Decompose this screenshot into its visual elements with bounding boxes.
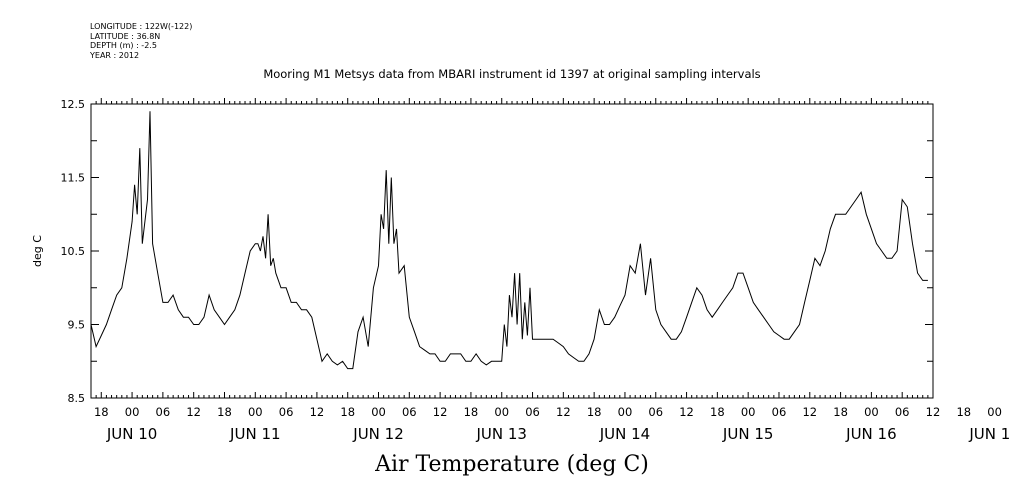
y-tick-label: 9.5	[68, 319, 86, 332]
x-hour-label: 18	[587, 405, 602, 419]
x-day-label: JUN 16	[845, 425, 896, 443]
x-hour-label: 12	[310, 405, 325, 419]
x-ticks: 18 00 06 12 18 00 06 12 18 00 06 12 18 00 06 12 18 00 06 12…	[94, 98, 1009, 443]
x-hour-label: 18	[710, 405, 725, 419]
y-axis-label: deg C	[31, 235, 44, 267]
x-day-label: JUN 10	[106, 425, 157, 443]
x-hour-label: 06	[156, 405, 171, 419]
x-day-label: JUN 17	[968, 425, 1009, 443]
x-hour-label: 06	[772, 405, 787, 419]
x-hour-label: 12	[802, 405, 817, 419]
x-hour-label: 06	[279, 405, 294, 419]
latitude-label: LATITUDE : 36.8N	[90, 31, 161, 41]
y-tick-label: 10.5	[61, 245, 86, 258]
y-ticks: 8.5 9.5 10.5 11.5 12.5	[61, 98, 933, 405]
x-hour-label: 06	[648, 405, 663, 419]
x-hour-label: 06	[895, 405, 910, 419]
x-hour-label: 12	[926, 405, 941, 419]
x-day-label: JUN 11	[229, 425, 280, 443]
x-hour-label: 18	[956, 405, 971, 419]
chart-svg: deg C 8.59.510.511.512.5 18 00 06 12 18 00 06 1…	[31, 98, 1009, 443]
x-axis-title: Air Temperature (deg C)	[375, 452, 649, 477]
chart-title: Mooring M1 Metsys data from MBARI instru…	[263, 67, 761, 81]
x-hour-label: 18	[340, 405, 355, 419]
x-hour-label: 18	[94, 405, 109, 419]
y-tick-label: 11.5	[61, 172, 86, 185]
x-hour-label: 12	[433, 405, 448, 419]
x-hour-label: 06	[525, 405, 540, 419]
depth-label: DEPTH (m) : -2.5	[90, 41, 157, 50]
x-hour-label: 00	[494, 405, 509, 419]
series-line	[90, 111, 928, 370]
y-tick-label: 12.5	[61, 98, 86, 111]
x-hour-label: 18	[464, 405, 479, 419]
y-tick-label: 8.5	[68, 392, 86, 405]
x-hour-label: 00	[864, 405, 879, 419]
x-hour-label: 00	[125, 405, 140, 419]
x-day-label: JUN 13	[475, 425, 526, 443]
x-hour-label: 00	[618, 405, 633, 419]
x-hour-label: 06	[402, 405, 417, 419]
metadata-block: LONGITUDE : 122W(-122) LATITUDE : 36.8N …	[90, 22, 192, 60]
x-day-label: JUN 14	[599, 425, 650, 443]
x-hour-label: 00	[741, 405, 756, 419]
x-hour-label: 12	[556, 405, 571, 419]
x-hour-label: 18	[833, 405, 848, 419]
year-label: YEAR : 2012	[90, 50, 140, 60]
x-day-label: JUN 15	[722, 425, 773, 443]
x-hour-label: 12	[186, 405, 201, 419]
longitude-label: LONGITUDE : 122W(-122)	[90, 22, 193, 31]
x-hour-label: 12	[679, 405, 694, 419]
plot-frame	[90, 103, 934, 399]
x-hour-label: 00	[371, 405, 386, 419]
x-day-label: JUN 12	[352, 425, 403, 443]
x-hour-label: 18	[217, 405, 232, 419]
x-hour-label: 00	[248, 405, 263, 419]
x-hour-label: 00	[987, 405, 1002, 419]
